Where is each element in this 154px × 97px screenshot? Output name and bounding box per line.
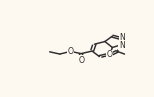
Text: N: N bbox=[119, 41, 125, 50]
Text: O: O bbox=[78, 56, 84, 65]
Text: O: O bbox=[106, 50, 112, 59]
Text: N: N bbox=[119, 33, 125, 42]
Text: O: O bbox=[67, 47, 73, 56]
